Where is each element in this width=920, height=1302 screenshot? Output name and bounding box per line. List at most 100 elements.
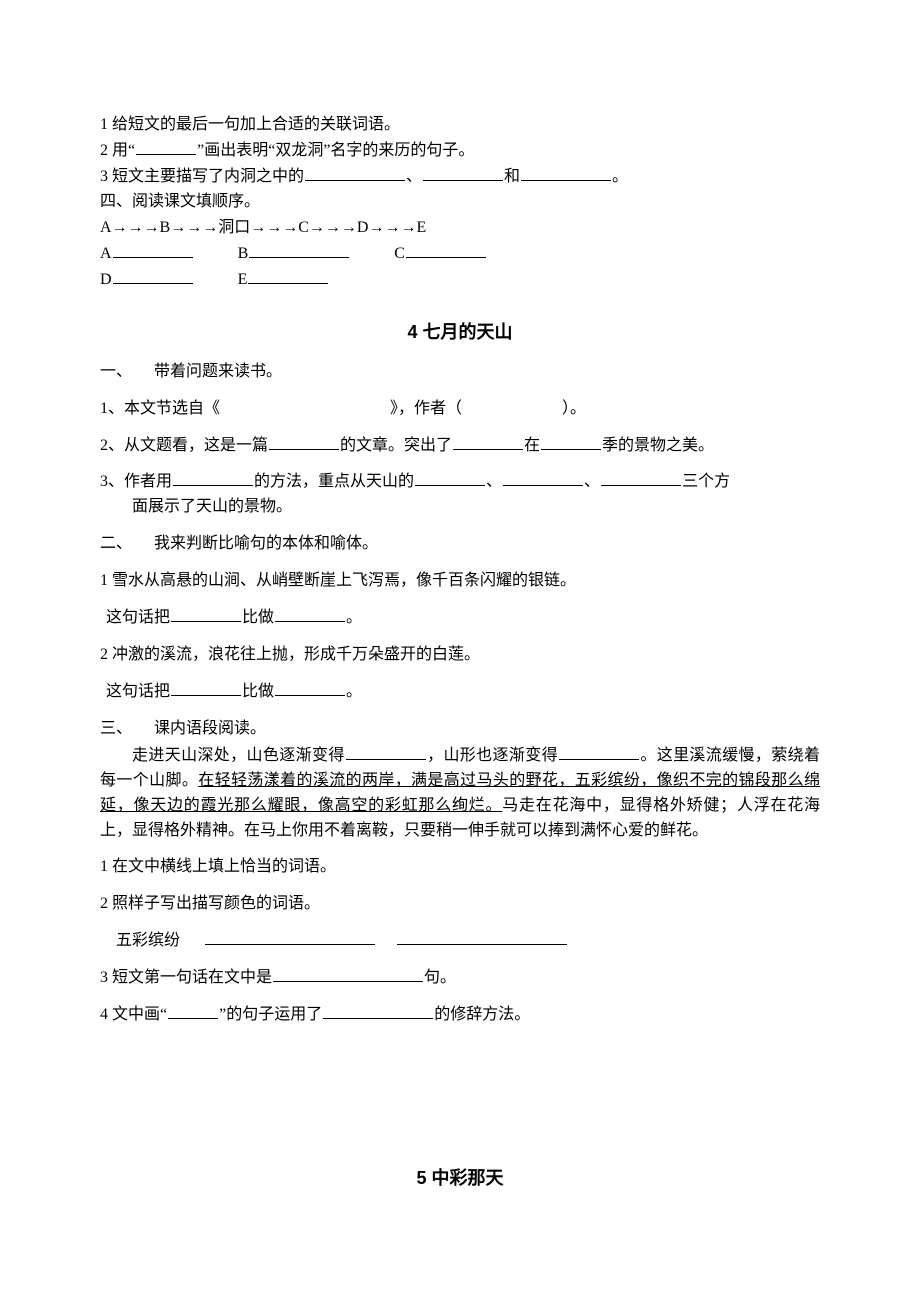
b2-fill-end: 。 [346,683,362,700]
seq-E-blank[interactable] [248,269,328,284]
r3-blank[interactable] [273,967,423,982]
s2-b1: 1 雪水从高悬的山涧、从峭壁断崖上飞泻焉，像千百条闪耀的银链。 [100,569,820,594]
q1: 1 给短文的最后一句加上合适的关联词语。 [100,113,820,138]
s3-r4: 4 文中画“ ”的句子运用了 的修辞方法。 [100,1003,820,1028]
s1-q2-blank3[interactable] [541,435,601,450]
q2-blank[interactable] [136,140,196,155]
s1-q2-blank2[interactable] [453,435,523,450]
prev-lesson-tail: 1 给短文的最后一句加上合适的关联词语。 2 用“ ”画出表明“双龙洞”名字的来历… [100,113,820,293]
q3: 3 短文主要描写了内洞之中的 、 和 。 [100,165,820,190]
s1-q3: 3、作者用 的方法，重点从天山的 、 、 三个方 面展示了天山的景物。 [100,470,820,520]
s1-q3-blank1[interactable] [173,471,253,486]
s1-q2-c: 在 [524,437,540,454]
q3-blank-2[interactable] [423,165,503,180]
s3-r3: 3 短文第一句话在文中是 句。 [100,966,820,991]
q2-text-a: 2 用“ [100,142,135,159]
seq-A: A [100,245,112,262]
r2-blank1[interactable] [205,930,375,945]
p-a: 走进天山深处，山色逐渐变得 [132,747,345,764]
seq-fill-row2: D E [100,268,820,293]
sequence-line: A→→→B→→→洞口→→→C→→→D→→→E [100,216,820,241]
seq-B: B [238,245,249,262]
lesson4-section3: 三、课内语段阅读。 走进天山深处，山色逐渐变得，山形也逐渐变得。这里溪流缓慢，萦… [100,717,820,1027]
s2-b2-blank1[interactable] [171,680,241,695]
p-b: ，山形也逐渐变得 [427,747,558,764]
q3-end: 。 [612,168,628,185]
s2-b1-blank2[interactable] [275,607,345,622]
s2-num: 二、 [100,535,132,552]
s1-q3-a: 3、作者用 [100,473,172,490]
s1-q1-c: ）。 [562,400,586,417]
s2-b2: 2 冲激的溪流，浪花往上抛，形成千万朵盛开的白莲。 [100,643,820,668]
q4: 四、阅读课文填顺序。 [100,190,820,215]
b2-fill-a: 这句话把 [106,683,170,700]
s1-text: 带着问题来读书。 [154,363,282,380]
p-blank1[interactable] [346,745,426,760]
s1-q1: 1、本文节选自《 》，作者（ ）。 [100,397,820,422]
s3-passage: 走进天山深处，山色逐渐变得，山形也逐渐变得。这里溪流缓慢，萦绕着每一个山脚。在轻… [100,744,820,843]
s2-b1-blank1[interactable] [171,607,241,622]
q3-a: 3 短文主要描写了内洞之中的 [100,168,304,185]
s1-heading: 一、 带着问题来读书。 [100,360,820,385]
b-fill-a: 这句话把 [106,609,170,626]
q3-blank-1[interactable] [305,165,405,180]
p-blank2[interactable] [559,745,639,760]
s1-q2-blank1[interactable] [269,435,339,450]
r3-a: 3 短文第一句话在文中是 [100,969,272,986]
r4-c: 的修辞方法。 [434,1006,530,1023]
q3-s2: 和 [504,168,520,185]
r4-blank-quote[interactable] [168,1003,218,1018]
s1-q3-blank3[interactable] [503,471,583,486]
lesson4-section2: 二、 我来判断比喻句的本体和喻体。 1 雪水从高悬的山涧、从峭壁断崖上飞泻焉，像千… [100,532,820,704]
s3-r2: 2 照样子写出描写颜色的词语。 [100,892,820,917]
s3-r1: 1 在文中横线上填上恰当的词语。 [100,855,820,880]
r3-b: 句。 [424,969,456,986]
s1-q2: 2、从文题看，这是一篇 的文章。突出了 在 季的景物之美。 [100,434,820,459]
q3-s1: 、 [406,168,422,185]
s3-heading: 三、 课内语段阅读。 [100,717,820,742]
lesson4-section1: 一、 带着问题来读书。 1、本文节选自《 》，作者（ ）。 2、从文题看，这是一篇 的文… [100,360,820,519]
s3-r2-examples: 五彩缤纷 [100,929,820,954]
s1-num: 一、 [100,363,132,380]
s1-q3-blank2[interactable] [415,471,485,486]
r2-ex: 五彩缤纷 [116,932,180,949]
s3-text: 课内语段阅读。 [154,720,266,737]
b2-fill-b: 比做 [242,683,274,700]
seq-D: D [100,271,112,288]
seq-C: C [394,245,405,262]
s2-b2-blank2[interactable] [275,680,345,695]
s1-q3-sep2: 、 [584,473,600,490]
s1-q1-b: 》，作者（ [390,400,462,417]
s2-heading: 二、 我来判断比喻句的本体和喻体。 [100,532,820,557]
s1-q3-d: 面展示了天山的景物。 [132,498,292,515]
b-fill-b: 比做 [242,609,274,626]
r2-blank2[interactable] [397,930,567,945]
seq-fill-row1: A B C [100,242,820,267]
q3-blank-3[interactable] [521,165,611,180]
r4-a: 4 文中画“ [100,1006,167,1023]
s1-q3-b: 的方法，重点从天山的 [254,473,414,490]
seq-B-blank[interactable] [249,243,349,258]
seq-E: E [238,271,248,288]
r4-blank-method[interactable] [323,1003,433,1018]
s1-q2-d: 季的景物之美。 [602,437,714,454]
s1-q1-a: 1、本文节选自《 [100,400,220,417]
r4-b: ”的句子运用了 [219,1006,322,1023]
s1-q3-sep1: 、 [486,473,502,490]
s1-q2-a: 2、从文题看，这是一篇 [100,437,268,454]
seq-A-blank[interactable] [113,243,193,258]
s3-num: 三、 [100,720,132,737]
b-fill-end: 。 [346,609,362,626]
s1-q3-blank4[interactable] [601,471,681,486]
s1-q3-c: 三个方 [682,473,730,490]
lesson5-title: 5 中彩那天 [100,1165,820,1193]
lesson4-title: 4 七月的天山 [100,319,820,347]
q2-text-b: ”画出表明“双龙洞”名字的来历的句子。 [197,142,474,159]
s2-b1-fill: 这句话把 比做 。 [100,606,820,631]
s2-text: 我来判断比喻句的本体和喻体。 [154,535,378,552]
s1-q2-b: 的文章。突出了 [340,437,452,454]
q2: 2 用“ ”画出表明“双龙洞”名字的来历的句子。 [100,139,820,164]
seq-C-blank[interactable] [406,243,486,258]
seq-D-blank[interactable] [113,269,193,284]
s2-b2-fill: 这句话把 比做 。 [100,680,820,705]
